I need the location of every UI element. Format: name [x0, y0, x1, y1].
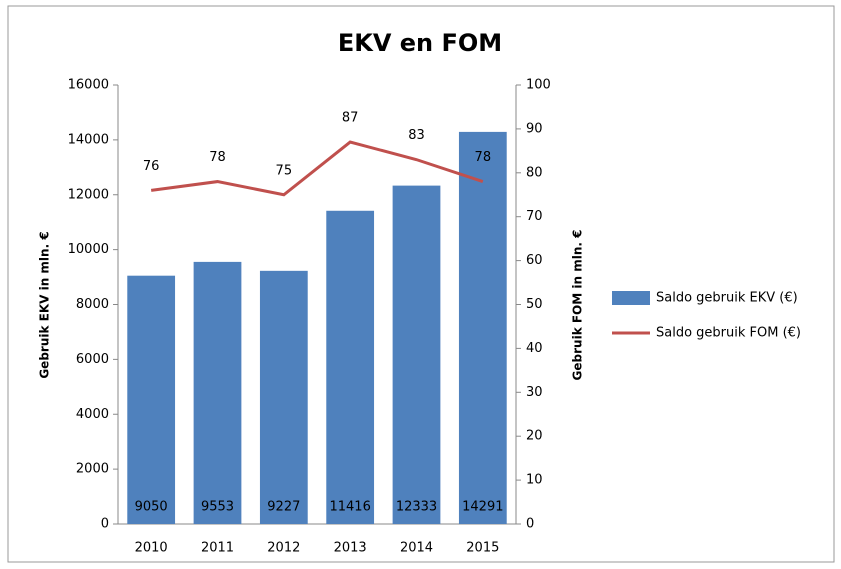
y-tick-label: 16000: [68, 78, 109, 93]
x-tick-label: 2014: [400, 541, 433, 556]
y2-tick-label: 0: [526, 517, 534, 532]
x-tick-label: 2012: [267, 541, 300, 556]
line: [150, 140, 484, 197]
chart-title: EKV en FOM: [338, 29, 502, 57]
y2-tick-label: 10: [526, 473, 543, 488]
y2-tick-label: 40: [526, 341, 543, 356]
y-tick-label: 14000: [68, 132, 109, 147]
y-tick-label: 12000: [68, 187, 109, 202]
bar-value-label: 9050: [135, 500, 168, 515]
y2-tick-label: 30: [526, 385, 543, 400]
bar-value-label: 12333: [396, 500, 437, 515]
y2-tick-label: 50: [526, 297, 543, 312]
bar: [326, 210, 375, 524]
bar-value-label: 14291: [462, 500, 503, 515]
y2-tick-label: 80: [526, 165, 543, 180]
y2-tick-label: 100: [526, 78, 551, 93]
y2-tick-label: 70: [526, 209, 543, 224]
line-value-label: 78: [209, 150, 226, 165]
y2-tick-label: 90: [526, 121, 543, 136]
y2-tick-label: 60: [526, 253, 543, 268]
legend-swatch: [612, 291, 650, 305]
y-tick-label: 8000: [76, 297, 109, 312]
bar: [392, 185, 441, 524]
bar: [127, 275, 176, 524]
y-tick-label: 0: [101, 517, 109, 532]
bar: [458, 131, 507, 524]
legend-label: Saldo gebruik EKV (€): [656, 291, 798, 306]
x-tick-label: 2013: [334, 541, 367, 556]
y-tick-label: 6000: [76, 352, 109, 367]
line-value-label: 87: [342, 111, 359, 126]
y-tick-label: 4000: [76, 407, 109, 422]
y-tick-label: 10000: [68, 242, 109, 257]
y-axis-label: Gebruik EKV in mln. €: [38, 231, 52, 378]
line-value-label: 83: [408, 128, 425, 143]
line-value-label: 75: [276, 163, 293, 178]
bar-value-label: 11416: [329, 500, 370, 515]
bar-value-label: 9227: [267, 500, 300, 515]
bar: [193, 261, 242, 524]
y2-tick-label: 20: [526, 429, 543, 444]
x-tick-label: 2015: [466, 541, 499, 556]
bar: [259, 270, 308, 524]
bar-value-label: 9553: [201, 500, 234, 515]
legend-label: Saldo gebruik FOM (€): [656, 326, 801, 341]
line-value-label: 76: [143, 159, 160, 174]
x-tick-label: 2010: [135, 541, 168, 556]
x-tick-label: 2011: [201, 541, 234, 556]
line-value-label: 78: [475, 150, 492, 165]
y2-axis-label: Gebruik FOM in mln. €: [571, 230, 585, 381]
y-tick-label: 2000: [76, 462, 109, 477]
